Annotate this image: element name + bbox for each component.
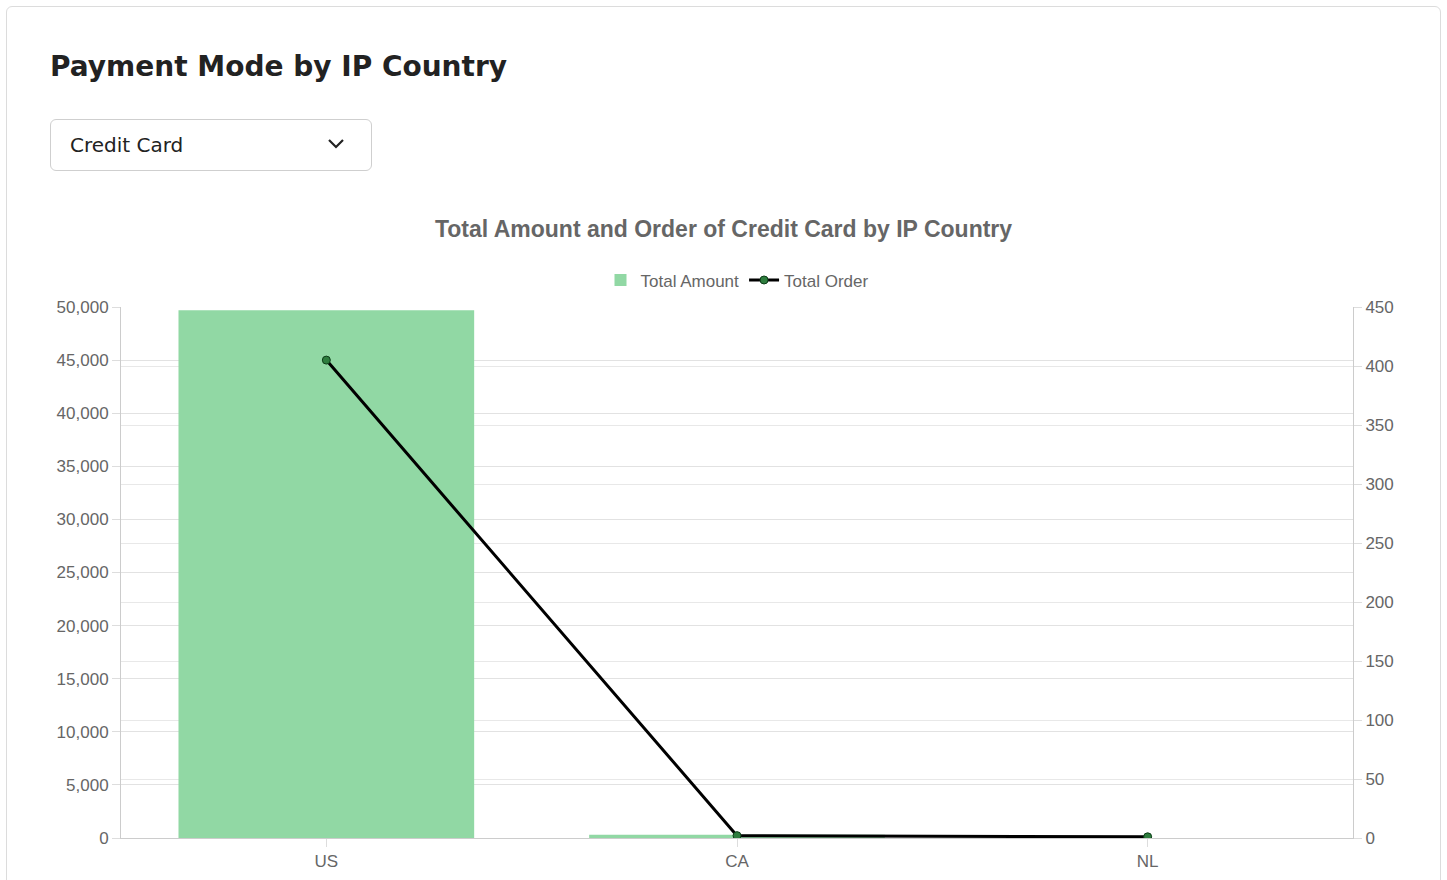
svg-text:0: 0 (1365, 829, 1374, 848)
svg-text:40,000: 40,000 (57, 404, 109, 423)
svg-text:US: US (315, 852, 339, 871)
svg-text:50: 50 (1365, 770, 1384, 789)
svg-text:0: 0 (99, 829, 108, 848)
svg-text:30,000: 30,000 (57, 510, 109, 529)
svg-text:5,000: 5,000 (66, 776, 109, 795)
svg-text:CA: CA (725, 852, 749, 871)
svg-text:100: 100 (1365, 711, 1393, 730)
svg-text:150: 150 (1365, 652, 1393, 671)
svg-text:Total Amount: Total Amount (641, 272, 740, 291)
html-text:Payment Mode by IP Country: Payment Mode by IP Country (50, 50, 507, 83)
svg-text:400: 400 (1365, 357, 1393, 376)
svg-text:200: 200 (1365, 593, 1393, 612)
svg-text:45,000: 45,000 (57, 351, 109, 370)
svg-text:300: 300 (1365, 475, 1393, 494)
svg-text:10,000: 10,000 (57, 723, 109, 742)
svg-text:50,000: 50,000 (57, 298, 109, 317)
svg-text:25,000: 25,000 (57, 563, 109, 582)
svg-text:Total Amount and Order of Cred: Total Amount and Order of Credit Card by… (435, 216, 1012, 242)
svg-text:NL: NL (1137, 852, 1159, 871)
svg-text:20,000: 20,000 (57, 617, 109, 636)
svg-text:450: 450 (1365, 298, 1393, 317)
html-text:Credit Card: Credit Card (70, 133, 184, 157)
svg-text:350: 350 (1365, 416, 1393, 435)
svg-text:15,000: 15,000 (57, 670, 109, 689)
svg-text:250: 250 (1365, 534, 1393, 553)
svg-text:35,000: 35,000 (57, 457, 109, 476)
svg-text:Total Order: Total Order (784, 272, 868, 291)
